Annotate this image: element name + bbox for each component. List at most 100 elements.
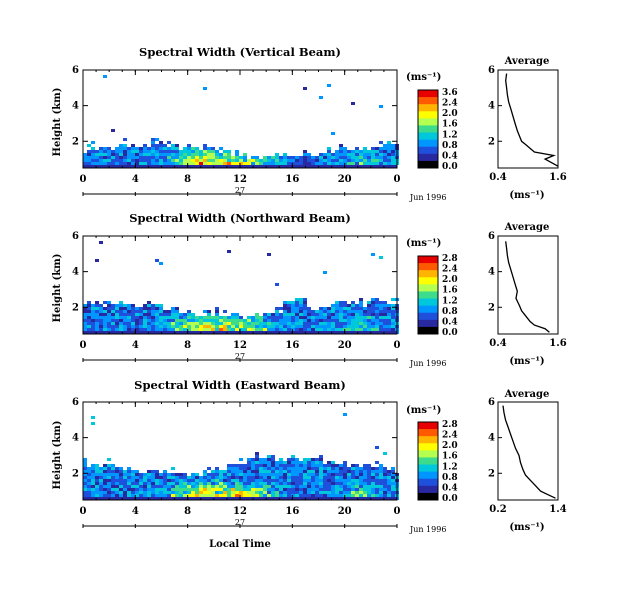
heatmap-cell (311, 461, 315, 464)
heatmap-cell (115, 319, 119, 322)
heatmap-cell (355, 328, 359, 331)
x-tick-label: 0 (80, 174, 87, 185)
heatmap-cell (383, 150, 387, 153)
heatmap-cell (375, 328, 379, 331)
heatmap-cell (359, 153, 363, 156)
heatmap-cell (131, 476, 135, 479)
colorbar: 3.62.42.01.61.20.80.40.0 (417, 88, 458, 172)
heatmap-cell (147, 156, 151, 159)
heatmap-cell (359, 316, 363, 319)
heatmap-cell (367, 488, 371, 491)
heatmap-cell (275, 322, 279, 325)
heatmap-cell (95, 153, 99, 156)
heatmap-cell (91, 310, 95, 313)
heatmap-cell (211, 156, 215, 159)
heatmap-cell (263, 482, 267, 485)
heatmap-cell (343, 467, 347, 470)
heatmap-cell (327, 494, 331, 497)
heatmap-cell (267, 316, 271, 319)
heatmap-cell (379, 322, 383, 325)
heatmap-cell (151, 328, 155, 331)
heatmap-cell (247, 322, 251, 325)
heatmap-cell (123, 144, 127, 147)
heatmap-cell (351, 162, 355, 165)
heatmap-cell (343, 476, 347, 479)
heatmap-cell (351, 319, 355, 322)
heatmap-cell (199, 162, 203, 165)
heatmap-cell (375, 301, 379, 304)
heatmap-cell (99, 159, 103, 162)
heatmap-cell (339, 156, 343, 159)
heatmap-cell (299, 476, 303, 479)
heatmap-cell (207, 316, 211, 319)
heatmap-cell (175, 310, 179, 313)
heatmap-cell (323, 479, 327, 482)
heatmap-cell (135, 328, 139, 331)
heatmap-cell (127, 147, 131, 150)
heatmap-cell (315, 162, 319, 165)
heatmap-cell (211, 319, 215, 322)
heatmap-cell (163, 491, 167, 494)
heatmap-cell (103, 494, 107, 497)
colorbar-swatch (418, 319, 438, 328)
heatmap-cell (315, 494, 319, 497)
heatmap-cell (147, 319, 151, 322)
heatmap-cell (307, 325, 311, 328)
heatmap-cell (187, 479, 191, 482)
heatmap-cell (151, 485, 155, 488)
heatmap-cell (259, 461, 263, 464)
heatmap-cell (231, 488, 235, 491)
heatmap-cell (99, 162, 103, 165)
heatmap-cell (339, 319, 343, 322)
heatmap-cell (207, 310, 211, 313)
average-line (505, 241, 550, 333)
heatmap-cell (83, 322, 87, 325)
heatmap-cell (375, 298, 379, 301)
heatmap-cell (319, 488, 323, 491)
heatmap-cell (379, 467, 383, 470)
heatmap-cell (271, 464, 275, 467)
heatmap-cell (199, 488, 203, 491)
heatmap-cell (263, 491, 267, 494)
heatmap-cell (311, 467, 315, 470)
heatmap-cell (299, 482, 303, 485)
heatmap-cell (139, 156, 143, 159)
heatmap-cell (87, 159, 91, 162)
heatmap-cell (131, 319, 135, 322)
heatmap-cell (379, 159, 383, 162)
heatmap-cell (147, 479, 151, 482)
heatmap-cell (295, 482, 299, 485)
heatmap-cell (183, 313, 187, 316)
heatmap-cell (99, 473, 103, 476)
x-tick-label: 20 (338, 340, 352, 351)
heatmap-cell (135, 310, 139, 313)
heatmap-cell (311, 479, 315, 482)
heatmap-cell (83, 162, 87, 165)
heatmap-cell (307, 162, 311, 165)
heatmap-cell (123, 322, 127, 325)
heatmap-cell (287, 464, 291, 467)
heatmap-cell (271, 473, 275, 476)
heatmap-cell (123, 494, 127, 497)
heatmap-cell (275, 319, 279, 322)
heatmap-cell (255, 319, 259, 322)
heatmap-cell (151, 325, 155, 328)
heatmap-cell (271, 313, 275, 316)
heatmap-cell (203, 322, 207, 325)
heatmap-cell (371, 482, 375, 485)
heatmap-cell (251, 473, 255, 476)
heatmap-cell (259, 162, 263, 165)
colorbar-tick-label: 1.2 (442, 462, 458, 472)
heatmap-cell (299, 470, 303, 473)
heatmap-cell (227, 328, 231, 331)
heatmap-cell (127, 150, 131, 153)
heatmap-cell (367, 485, 371, 488)
heatmap-cell (387, 325, 391, 328)
heatmap-cell (147, 159, 151, 162)
heatmap-cell (355, 153, 359, 156)
heatmap-cell (363, 322, 367, 325)
heatmap-cell (151, 162, 155, 165)
heatmap-cell (231, 313, 235, 316)
heatmap-cell (343, 301, 347, 304)
heatmap-cell (335, 301, 339, 304)
